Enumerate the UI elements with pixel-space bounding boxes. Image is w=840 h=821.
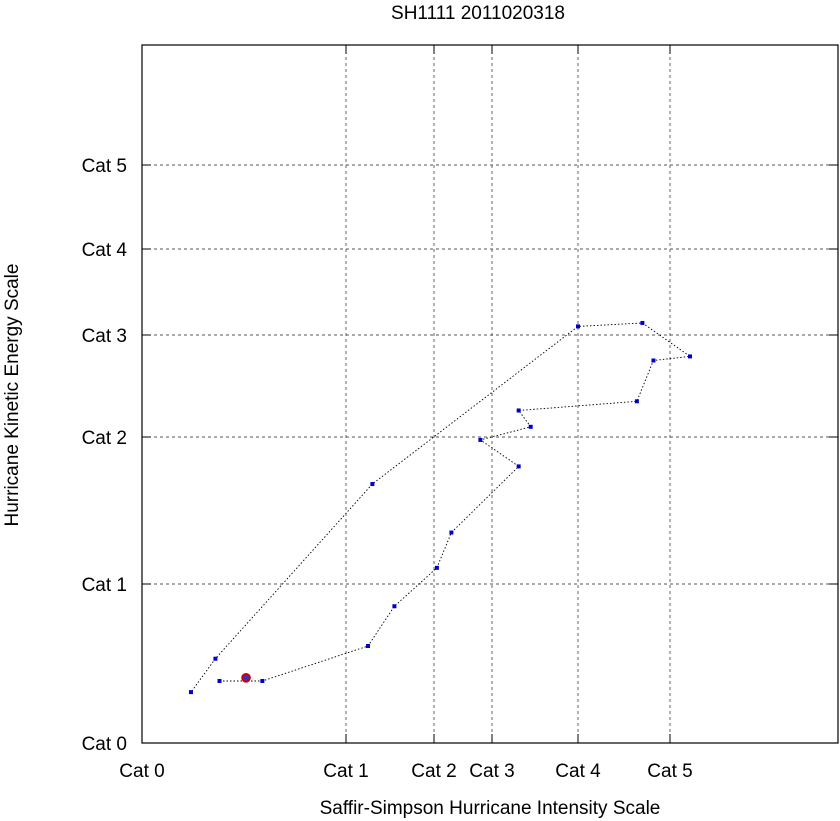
axis-ticks: Cat 0 Cat 1 Cat 2 Cat 3 Cat 4 Cat 5 Cat 0 Cat 1…: [82, 45, 838, 782]
x-tick-label: Cat 5: [647, 761, 692, 782]
data-point: [217, 678, 222, 683]
data-point: [576, 324, 580, 329]
data-point: [651, 358, 656, 363]
data-point: [687, 354, 692, 359]
plot-frame: [141, 44, 839, 744]
data-point: [188, 690, 193, 695]
x-tick-label: Cat 2: [411, 761, 456, 782]
data-point: [370, 482, 375, 487]
x-tick-label: Cat 3: [469, 761, 514, 782]
series: [188, 320, 692, 695]
grid: [142, 45, 838, 743]
data-point: [392, 604, 397, 609]
y-tick-label: Cat 2: [82, 428, 127, 449]
chart-title: SH1111 2011020318: [391, 3, 565, 24]
data-point: [260, 678, 265, 683]
data-point: [516, 408, 521, 413]
x-tick-label: Cat 4: [555, 761, 601, 782]
y-tick-label: Cat 1: [82, 575, 127, 596]
data-point: [516, 464, 521, 469]
data-point: [366, 644, 370, 649]
x-tick-label: Cat 0: [119, 761, 164, 782]
y-tick-label: Cat 4: [82, 240, 128, 261]
data-point: [528, 424, 533, 429]
current-position-point: [241, 673, 251, 683]
y-axis-label: Hurricane Kinetic Energy Scale: [2, 264, 23, 527]
track-line: [190, 322, 692, 693]
data-point: [634, 399, 639, 404]
data-point: [478, 437, 483, 442]
y-tick-label: Cat 5: [82, 156, 127, 177]
data-point: [640, 320, 645, 325]
y-tick-label: Cat 0: [82, 734, 127, 755]
data-point: [449, 530, 454, 535]
data-point: [213, 656, 218, 661]
x-axis-label: Saffir-Simpson Hurricane Intensity Scale: [320, 798, 661, 819]
y-tick-label: Cat 3: [82, 326, 127, 347]
data-point: [434, 565, 439, 570]
x-tick-label: Cat 1: [323, 761, 368, 782]
